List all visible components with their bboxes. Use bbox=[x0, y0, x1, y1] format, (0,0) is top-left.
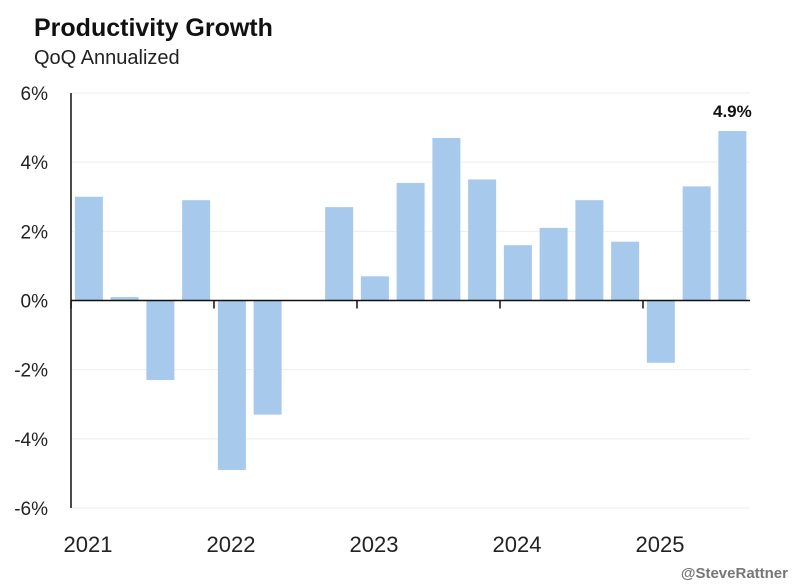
y-tick-label: -6% bbox=[14, 499, 48, 520]
chart-subtitle: QoQ Annualized bbox=[34, 47, 180, 69]
bar-2024-q4 bbox=[611, 241, 640, 301]
bar-2025-q1 bbox=[646, 300, 675, 363]
bar-2025-q3 bbox=[718, 131, 747, 301]
y-tick-label: 6% bbox=[21, 84, 49, 105]
bar-2023-q1 bbox=[360, 276, 389, 301]
bar-2024-q2 bbox=[539, 227, 568, 301]
y-tick-label: 0% bbox=[21, 292, 49, 313]
bar-2021-q2 bbox=[110, 297, 139, 301]
y-tick-label: 4% bbox=[21, 153, 49, 174]
x-tick-label: 2022 bbox=[207, 532, 256, 557]
bar-2021-q4 bbox=[182, 200, 211, 301]
x-tick-label: 2021 bbox=[64, 532, 113, 557]
bar-2025-q2 bbox=[682, 186, 711, 301]
x-tick-label: 2024 bbox=[493, 532, 542, 557]
bar-2021-q3 bbox=[146, 300, 175, 381]
bar-2023-q2 bbox=[396, 182, 425, 301]
bar-2022-q4 bbox=[325, 207, 354, 301]
y-tick-label: 2% bbox=[21, 222, 49, 243]
bar-2024-q1 bbox=[503, 245, 532, 301]
bar-2022-q1 bbox=[217, 300, 246, 470]
x-tick-label: 2023 bbox=[350, 532, 399, 557]
credit-text: @SteveRattner bbox=[680, 565, 788, 582]
bar-2024-q3 bbox=[575, 200, 604, 301]
y-tick-label: -4% bbox=[14, 430, 48, 451]
bar-2022-q2 bbox=[253, 300, 282, 415]
y-tick-label: -2% bbox=[14, 361, 48, 382]
chart-title: Productivity Growth bbox=[34, 14, 273, 42]
data-label: 4.9% bbox=[713, 102, 752, 121]
bar-2021-q1 bbox=[74, 196, 103, 301]
bar-2023-q3 bbox=[432, 137, 461, 301]
x-tick-label: 2025 bbox=[636, 532, 685, 557]
bar-2023-q4 bbox=[468, 179, 497, 301]
